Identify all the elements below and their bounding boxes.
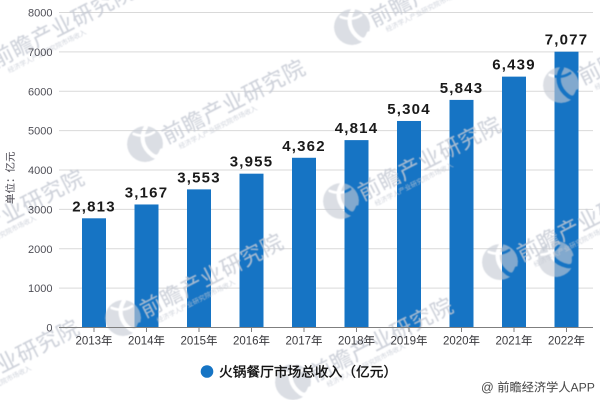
svg-text:4,814: 4,814 <box>335 120 379 137</box>
svg-text:4,362: 4,362 <box>282 138 326 155</box>
svg-text:2000: 2000 <box>28 244 52 256</box>
svg-text:2017: 2017 <box>285 336 311 348</box>
svg-text:7000: 7000 <box>28 47 52 59</box>
svg-text:1000: 1000 <box>28 283 52 295</box>
svg-text:4000: 4000 <box>28 165 52 177</box>
svg-text:3,167: 3,167 <box>125 184 169 201</box>
svg-text:2,813: 2,813 <box>72 198 116 215</box>
svg-text:6,439: 6,439 <box>492 57 536 74</box>
svg-text:7,077: 7,077 <box>545 32 589 49</box>
svg-text:2013: 2013 <box>75 336 101 348</box>
svg-text:5,843: 5,843 <box>440 80 484 97</box>
svg-text:6000: 6000 <box>28 86 52 98</box>
svg-text:2020: 2020 <box>443 336 469 348</box>
svg-text:3,955: 3,955 <box>230 154 274 171</box>
svg-text:8000: 8000 <box>28 8 52 20</box>
svg-text:2019: 2019 <box>390 336 416 348</box>
svg-text:2022: 2022 <box>548 336 574 348</box>
svg-text:0: 0 <box>46 323 52 335</box>
svg-text:2021: 2021 <box>495 336 521 348</box>
svg-text:2018: 2018 <box>338 336 364 348</box>
svg-text:5000: 5000 <box>28 126 52 138</box>
svg-text:3,553: 3,553 <box>177 169 221 186</box>
svg-text:2016: 2016 <box>233 336 259 348</box>
svg-text:3000: 3000 <box>28 204 52 216</box>
svg-text:2014: 2014 <box>128 336 154 348</box>
svg-text:@: @ <box>481 381 494 395</box>
svg-text:2015: 2015 <box>180 336 206 348</box>
svg-text:5,304: 5,304 <box>387 101 431 118</box>
svg-text:APP: APP <box>571 381 595 395</box>
